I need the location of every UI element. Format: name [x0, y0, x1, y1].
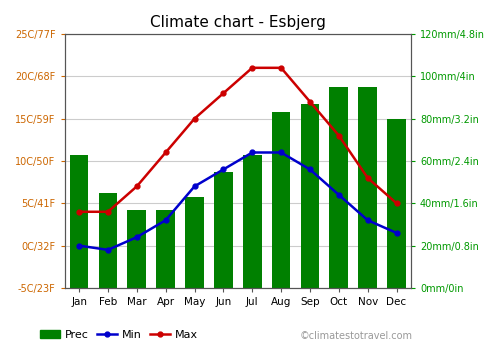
Bar [358, 87, 377, 288]
Legend: Prec, Min, Max: Prec, Min, Max [36, 326, 202, 344]
Bar [330, 87, 348, 288]
Title: Climate chart - Esbjerg: Climate chart - Esbjerg [150, 15, 326, 30]
Text: ©climatestotravel.com: ©climatestotravel.com [300, 331, 413, 341]
Bar [156, 210, 175, 288]
Bar [214, 172, 233, 288]
Bar [272, 112, 290, 288]
Bar [185, 197, 204, 288]
Bar [300, 104, 320, 288]
Bar [243, 155, 262, 288]
Bar [98, 193, 117, 288]
Bar [70, 155, 88, 288]
Bar [387, 119, 406, 288]
Bar [128, 210, 146, 288]
